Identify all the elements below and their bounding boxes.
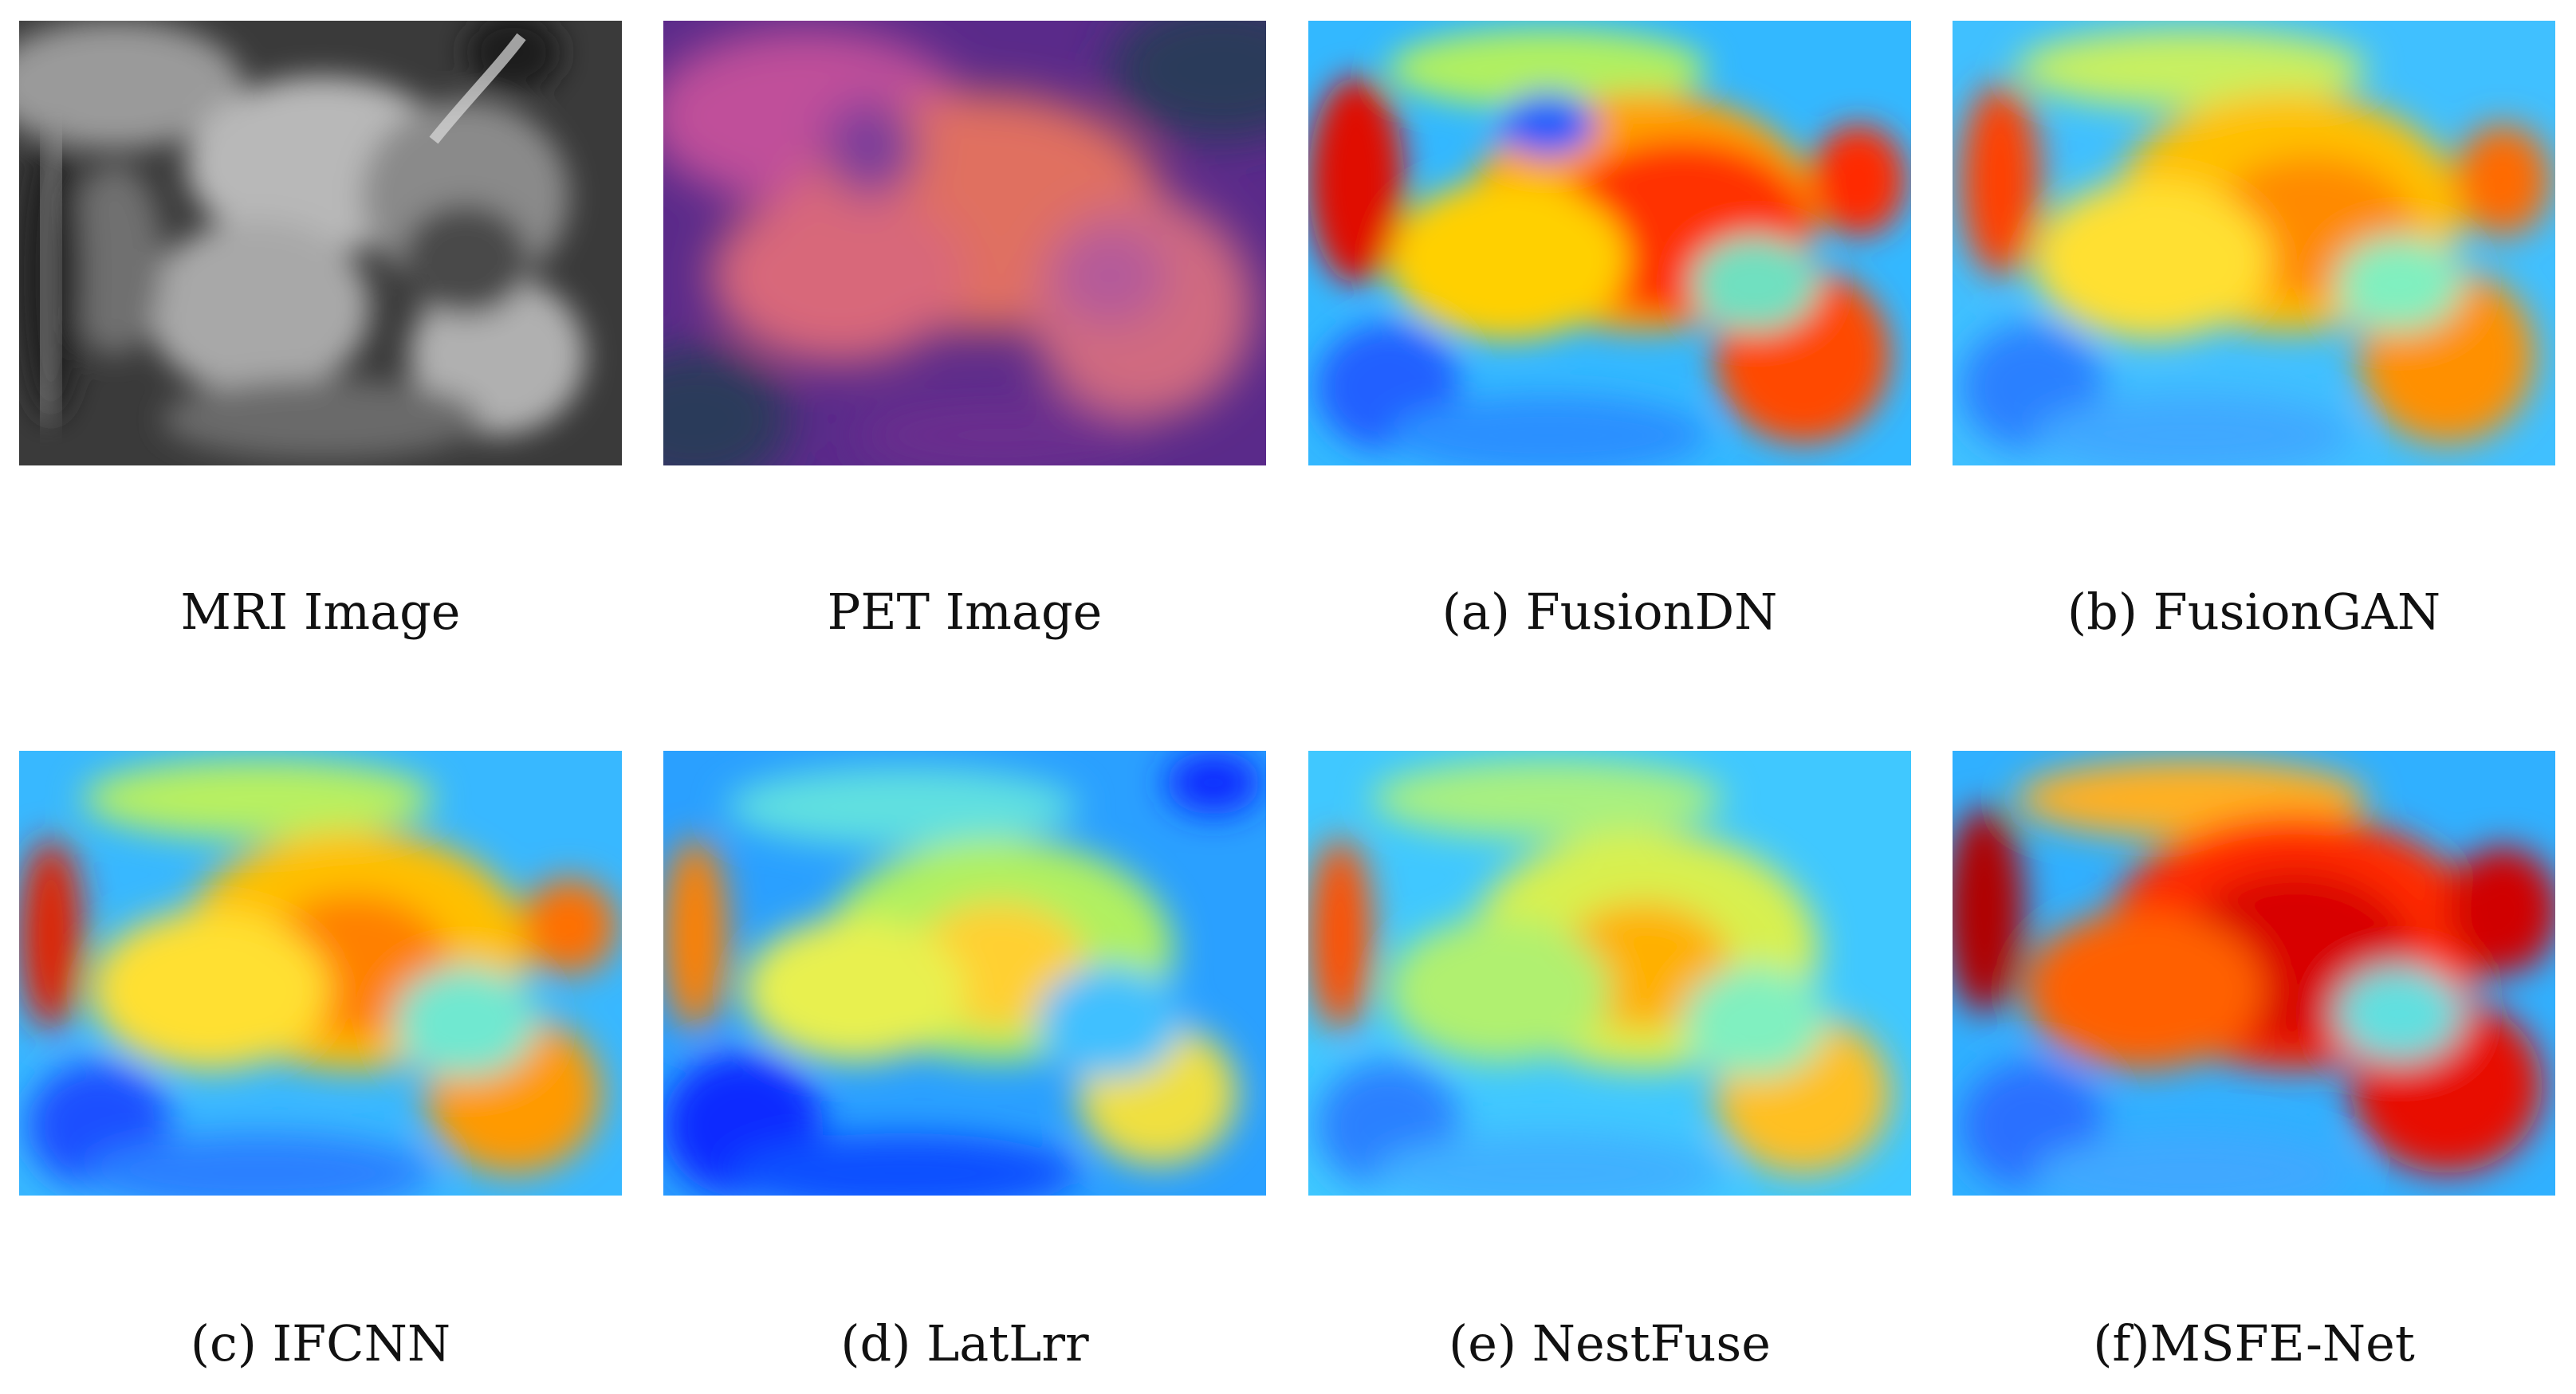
caption-latlrr: (d) LatLrr <box>840 1314 1089 1372</box>
fusiongan-image <box>1953 21 2555 465</box>
latlrr-image <box>663 751 1266 1196</box>
caption-ifcnn: (c) IFCNN <box>190 1314 451 1372</box>
caption-mri: MRI Image <box>180 583 461 641</box>
caption-fusiondn: (a) FusionDN <box>1441 583 1778 641</box>
caption-fusiongan: (b) FusionGAN <box>2067 583 2441 641</box>
caption-nestfuse: (e) NestFuse <box>1449 1314 1771 1372</box>
caption-pet: PET Image <box>827 583 1103 641</box>
nestfuse-image <box>1308 751 1911 1196</box>
caption-msfenet: (f)MSFE-Net <box>2093 1314 2415 1372</box>
ifcnn-image <box>19 751 622 1196</box>
fusiondn-image <box>1308 21 1911 465</box>
mri-image <box>19 21 622 465</box>
pet-image <box>663 21 1266 465</box>
msfenet-image <box>1953 751 2555 1196</box>
